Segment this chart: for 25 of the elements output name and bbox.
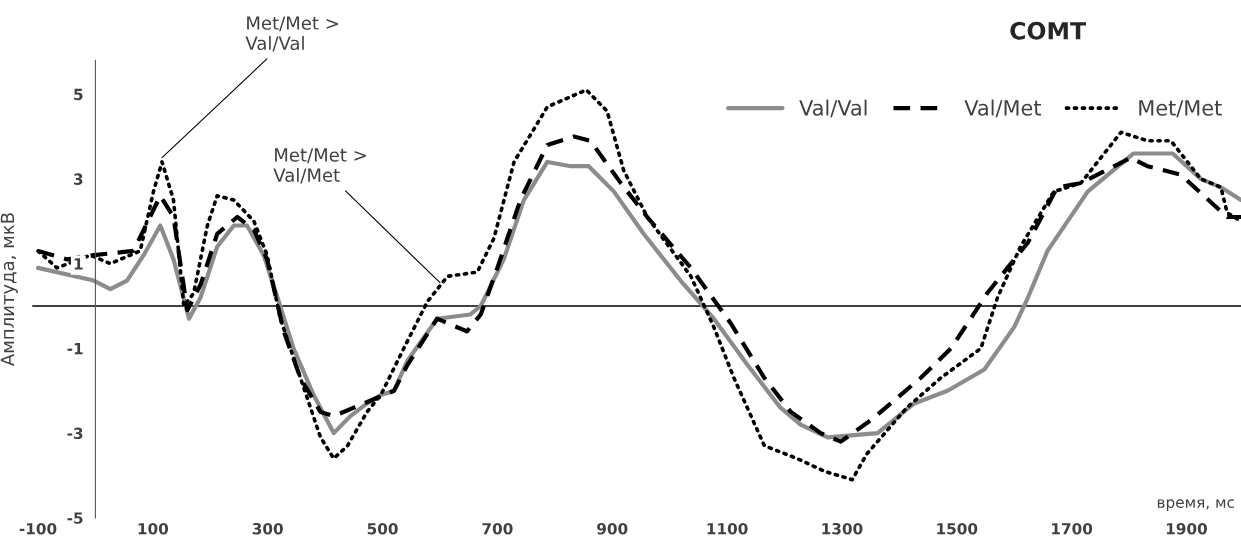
x-tick-label: -100	[19, 522, 57, 535]
chart-title: COMT	[1010, 21, 1086, 40]
annotation: Met/Met > Val/Val	[245, 16, 338, 52]
legend-label: Met/Met	[1139, 100, 1222, 118]
x-tick-label: 1700	[1052, 522, 1093, 535]
annotation: Met/Met > Val/Met	[273, 148, 366, 184]
y-tick-label: 1	[74, 258, 83, 270]
y-axis-title: Амплитуда, мкВ	[0, 213, 18, 366]
x-tick-label: 700	[482, 522, 513, 535]
y-tick-label: 3	[74, 173, 83, 185]
y-tick-label: -5	[67, 512, 83, 524]
x-tick-label: 100	[138, 522, 169, 535]
x-tick-label: 900	[597, 522, 628, 535]
x-tick-label: 1300	[822, 522, 863, 535]
y-tick-label: -3	[67, 427, 83, 440]
legend-label: Val/Val	[799, 99, 867, 118]
y-tick-label: 5	[74, 88, 83, 101]
x-tick-label: 1500	[937, 522, 978, 535]
legend-label: Val/Met	[964, 99, 1041, 118]
x-tick-label: 1100	[707, 522, 748, 535]
x-tick-label: 500	[367, 522, 398, 535]
y-tick-label: -1	[67, 343, 83, 355]
x-axis-title: время, мс	[1157, 499, 1235, 511]
x-tick-label: 300	[252, 522, 283, 535]
x-tick-label: 1900	[1166, 522, 1207, 535]
